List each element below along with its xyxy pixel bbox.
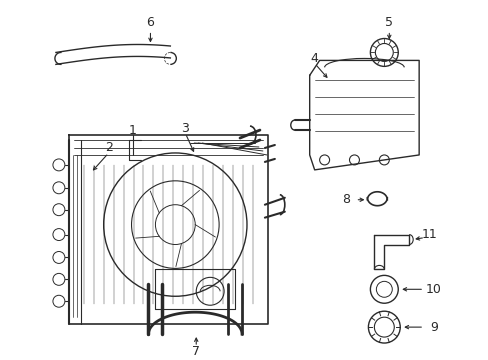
Text: 4: 4 xyxy=(310,52,318,65)
Text: 9: 9 xyxy=(429,321,437,334)
Text: 10: 10 xyxy=(425,283,441,296)
Text: 3: 3 xyxy=(181,122,189,135)
Circle shape xyxy=(53,204,65,216)
Circle shape xyxy=(53,252,65,264)
Text: 7: 7 xyxy=(192,345,200,357)
Text: 8: 8 xyxy=(342,193,350,206)
Circle shape xyxy=(53,295,65,307)
Text: 2: 2 xyxy=(104,141,112,154)
Text: 11: 11 xyxy=(420,228,436,241)
Text: 5: 5 xyxy=(385,16,392,29)
Circle shape xyxy=(53,182,65,194)
Circle shape xyxy=(53,159,65,171)
Text: 1: 1 xyxy=(128,123,136,136)
Text: 6: 6 xyxy=(146,16,154,29)
Circle shape xyxy=(53,273,65,285)
Circle shape xyxy=(53,229,65,240)
